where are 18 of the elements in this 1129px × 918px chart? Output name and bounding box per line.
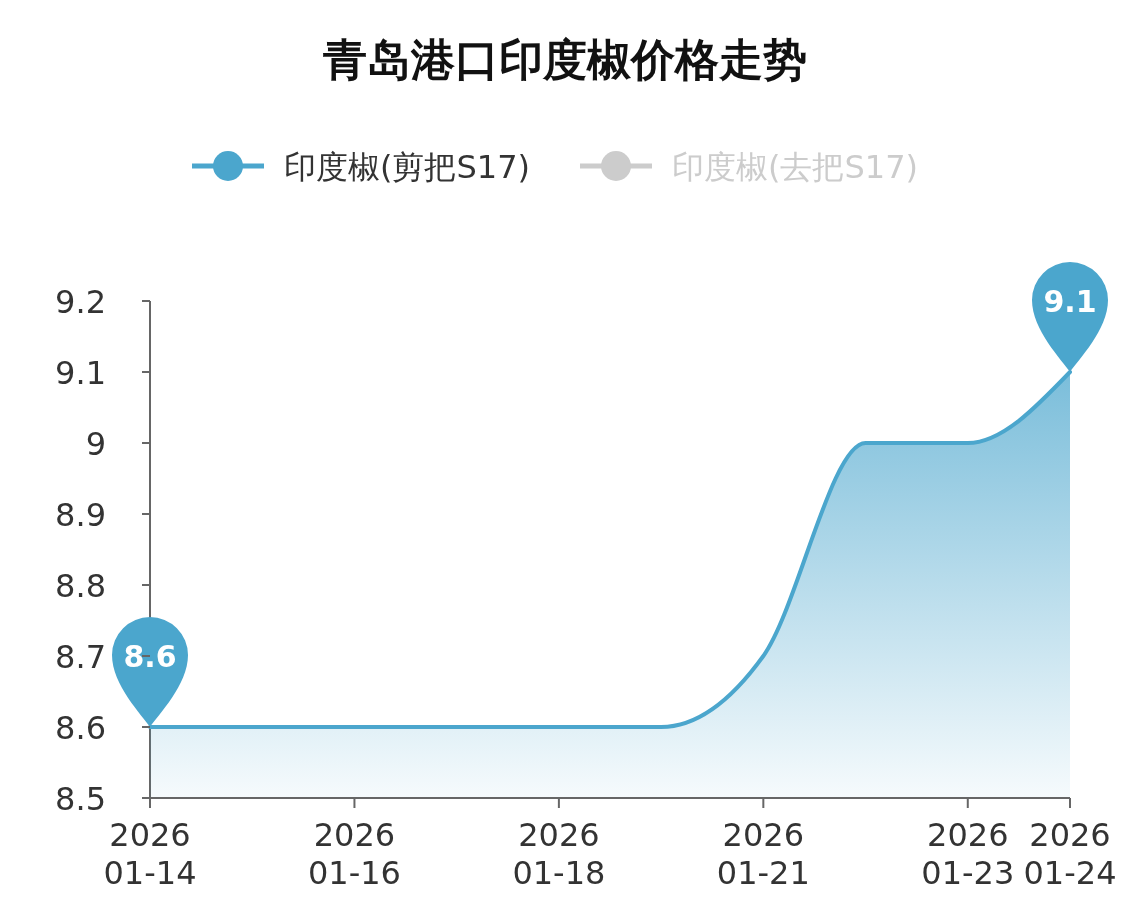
legend-label: 印度椒(剪把S17) bbox=[284, 148, 530, 186]
y-tick-label: 9.1 bbox=[55, 354, 106, 392]
y-tick-label: 8.9 bbox=[55, 496, 106, 534]
x-tick-label: 2026 01-24 bbox=[1023, 816, 1117, 892]
y-tick-label: 8.5 bbox=[55, 780, 106, 818]
chart-title: 青岛港口印度椒价格走势 bbox=[321, 34, 807, 85]
x-tick-label: 2026 01-23 bbox=[921, 816, 1015, 892]
x-tick-label: 2026 01-14 bbox=[103, 816, 197, 892]
y-tick-label: 9 bbox=[85, 425, 106, 463]
x-tick-label: 2026 01-18 bbox=[512, 816, 606, 892]
x-tick-label: 2026 01-16 bbox=[307, 816, 401, 892]
x-tick-label: 2026 01-21 bbox=[716, 816, 810, 892]
data-label: 9.1 bbox=[1043, 284, 1097, 319]
y-tick-label: 9.2 bbox=[55, 283, 106, 321]
y-tick-label: 8.7 bbox=[55, 638, 106, 676]
data-label: 8.6 bbox=[123, 639, 177, 674]
y-tick-label: 8.8 bbox=[55, 567, 106, 605]
y-tick-label: 8.6 bbox=[55, 709, 106, 747]
